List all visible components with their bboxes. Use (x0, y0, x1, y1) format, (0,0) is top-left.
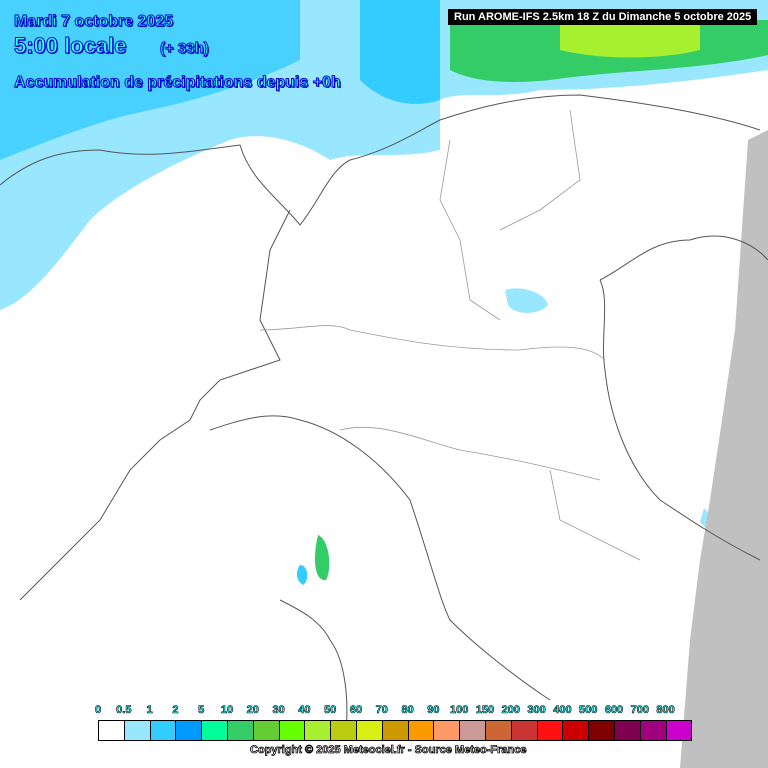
legend-label: 100 (450, 704, 469, 717)
legend-label: 400 (553, 704, 572, 717)
legend-label: 2 (172, 704, 179, 717)
forecast-time: 5:00 locale (14, 33, 128, 59)
legend-swatch (331, 721, 357, 740)
legend-swatch (99, 721, 125, 740)
legend-label: 80 (401, 704, 414, 717)
legend-label: 40 (298, 704, 311, 717)
legend-label: 0 (94, 704, 102, 717)
legend-swatch (279, 721, 306, 740)
legend-swatch (305, 721, 332, 740)
legend-swatch (460, 721, 486, 740)
precipitation-field (0, 0, 768, 585)
legend-swatch (202, 721, 228, 740)
product-title: Accumulation de précipitations depuis +0… (14, 74, 342, 92)
legend-label: 30 (272, 704, 285, 717)
legend-label: 600 (604, 704, 624, 717)
legend-swatch (150, 721, 177, 740)
legend-bar (98, 720, 693, 741)
legend-label: 70 (375, 704, 388, 717)
legend-swatch (408, 721, 435, 740)
legend-label: 10 (220, 704, 234, 717)
legend-swatch (176, 721, 203, 740)
region-borders (259, 109, 641, 561)
legend-swatch (356, 721, 383, 740)
legend-label: 5 (198, 704, 205, 717)
legend-label: 200 (501, 704, 520, 717)
legend-label: 500 (579, 704, 598, 717)
forecast-offset: (+ 33h) (160, 40, 210, 58)
outside-domain-area (680, 130, 768, 768)
legend-label: 300 (527, 704, 546, 717)
legend-swatch (640, 721, 667, 740)
legend-swatch (614, 721, 641, 740)
legend-swatch (589, 721, 615, 740)
legend-swatch (511, 721, 538, 740)
legend-label: 0.5 (116, 704, 132, 717)
run-label: Run AROME-IFS 2.5km 18 Z du Dimanche 5 o… (448, 9, 758, 25)
legend-swatch (434, 721, 461, 740)
borders (0, 94, 768, 741)
copyright: Copyright © 2025 Meteociel.fr - Source M… (250, 744, 527, 757)
legend-swatch (485, 721, 512, 740)
legend-swatch (666, 721, 692, 740)
legend-swatch (253, 721, 280, 740)
legend-label: 800 (656, 704, 675, 717)
legend-swatch (382, 721, 409, 740)
legend-swatch (563, 721, 590, 740)
legend-label: 20 (246, 704, 259, 717)
legend-label: 60 (349, 704, 363, 717)
legend-swatch (227, 721, 254, 740)
legend-label: 1 (146, 704, 153, 717)
legend-label: 700 (630, 704, 649, 717)
legend-label: 50 (324, 704, 337, 717)
forecast-date: Mardi 7 octobre 2025 (13, 13, 174, 31)
legend-swatch (124, 721, 151, 740)
legend-label: 90 (427, 704, 440, 717)
legend-swatch (537, 721, 564, 740)
legend-label: 150 (475, 704, 495, 717)
